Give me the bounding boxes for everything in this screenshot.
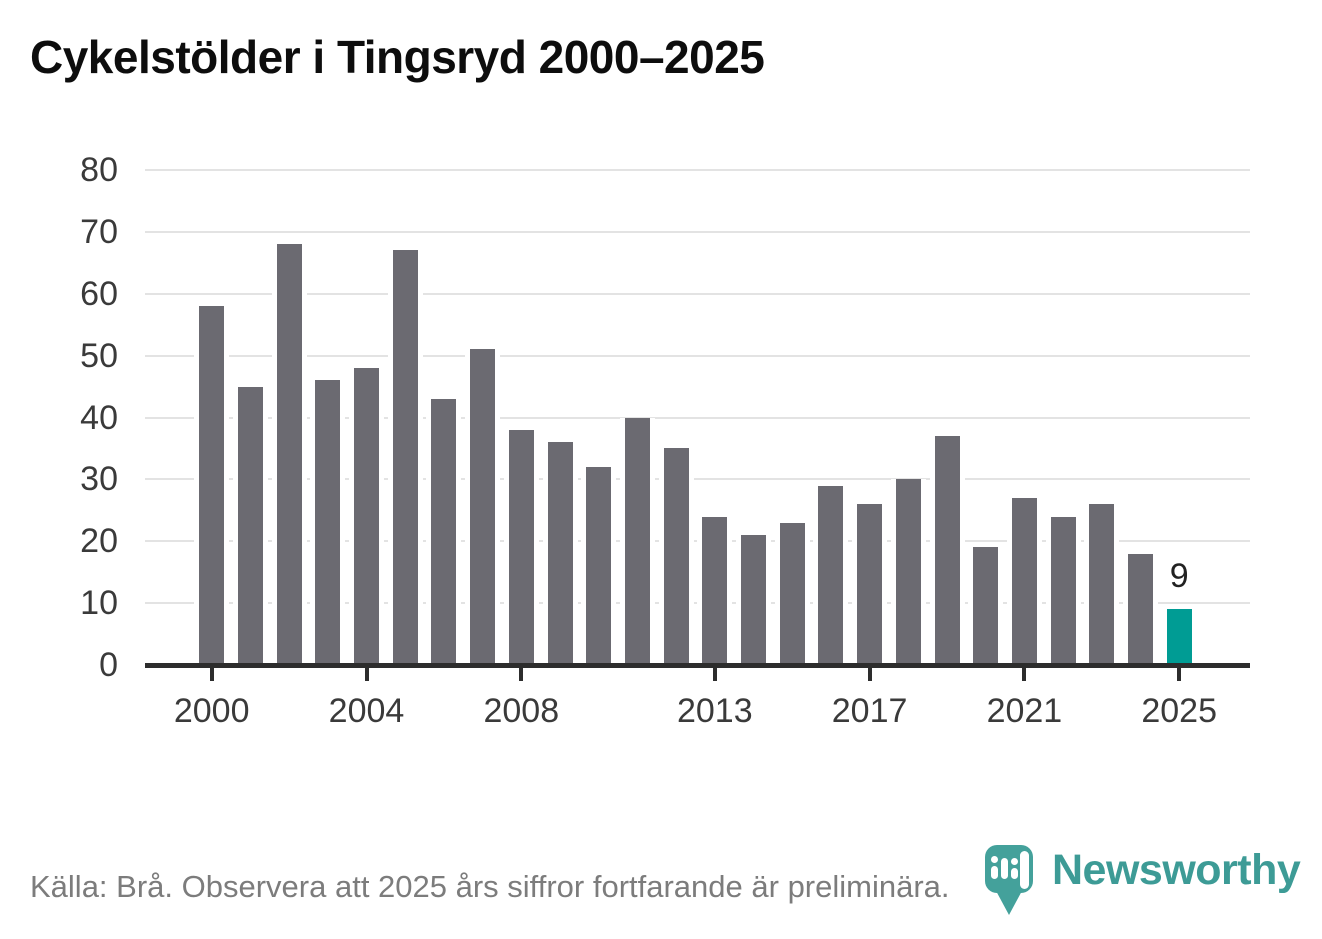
source-note: Källa: Brå. Observera att 2025 års siffr… xyxy=(30,869,950,904)
y-tick-label: 0 xyxy=(99,646,118,684)
logo-dot xyxy=(991,856,998,863)
bar-chart-plot-area xyxy=(145,169,1250,665)
bar-2018 xyxy=(890,479,926,665)
gridline xyxy=(145,354,1250,357)
y-tick-label: 40 xyxy=(80,398,118,437)
logo-dot xyxy=(1011,858,1018,865)
gridline xyxy=(145,230,1250,233)
bar-2024 xyxy=(1123,553,1158,665)
x-tick-label: 2004 xyxy=(328,692,405,730)
bar-2004 xyxy=(349,368,384,665)
x-tick-label: 2025 xyxy=(1141,692,1217,730)
x-tick-mark xyxy=(1177,666,1182,681)
bar-2014 xyxy=(736,535,771,665)
x-tick-mark xyxy=(1022,666,1027,681)
logo-pin-tail xyxy=(995,889,1023,915)
bar-2017 xyxy=(852,504,888,665)
y-tick-label: 30 xyxy=(80,460,118,499)
logo-bar xyxy=(991,866,998,879)
x-tick-label: 2000 xyxy=(173,692,250,730)
x-tick-mark xyxy=(712,666,717,681)
bar-2012 xyxy=(658,448,694,665)
y-tick-label: 20 xyxy=(80,522,118,561)
gridline xyxy=(145,292,1250,295)
bar-2022 xyxy=(1045,516,1081,665)
y-tick-label: 60 xyxy=(80,274,118,313)
y-tick-label: 10 xyxy=(80,584,118,623)
x-tick-mark xyxy=(867,666,872,681)
gridline xyxy=(145,169,1250,171)
bar-2025 xyxy=(1161,609,1197,665)
x-tick-mark xyxy=(364,666,369,681)
x-axis-line xyxy=(145,663,1250,668)
bar-2003 xyxy=(310,380,346,665)
bar-2001 xyxy=(232,386,268,665)
bar-2007 xyxy=(465,349,501,665)
gridline xyxy=(145,416,1250,419)
newsworthy-logo-icon xyxy=(985,845,1033,915)
bar-2002 xyxy=(271,244,307,665)
x-tick-mark xyxy=(209,666,214,681)
logo-bar xyxy=(1011,868,1018,879)
x-tick-label: 2021 xyxy=(986,692,1063,730)
x-tick-label: 2008 xyxy=(483,692,560,730)
bar-2015 xyxy=(774,522,810,665)
x-tick-mark xyxy=(519,666,524,681)
gridline xyxy=(145,478,1250,481)
y-tick-label: 70 xyxy=(80,212,118,251)
bar-2023 xyxy=(1084,504,1120,665)
bar-2006 xyxy=(426,398,462,665)
bar-2019 xyxy=(929,436,965,665)
y-tick-label: 80 xyxy=(80,151,118,189)
bar-2008 xyxy=(503,429,539,665)
bar-2009 xyxy=(542,442,578,665)
bar-2013 xyxy=(697,516,733,665)
bar-2000 xyxy=(194,306,230,665)
bar-2010 xyxy=(581,467,617,665)
bar-2021 xyxy=(1006,497,1042,665)
chart-title: Cykelstölder i Tingsryd 2000–2025 xyxy=(30,31,765,83)
bar-2011 xyxy=(619,417,655,665)
bar-2016 xyxy=(813,485,849,665)
x-tick-label: 2013 xyxy=(676,692,753,730)
bar-2020 xyxy=(968,547,1004,665)
logo-bar xyxy=(1020,851,1029,889)
logo-bar xyxy=(1001,858,1008,879)
y-tick-label: 50 xyxy=(80,336,118,375)
bar-2005 xyxy=(387,250,423,665)
x-tick-label: 2017 xyxy=(831,692,908,730)
newsworthy-wordmark: Newsworthy xyxy=(1052,846,1301,894)
bar-value-label: 9 xyxy=(1169,557,1189,596)
